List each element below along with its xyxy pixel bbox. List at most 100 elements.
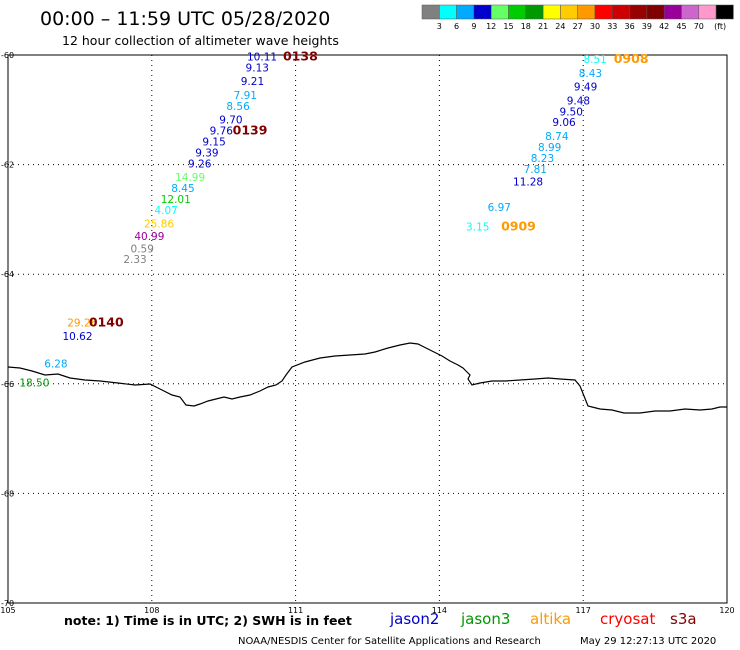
wave-height-label: 3.15 <box>466 221 489 233</box>
legend-swatch <box>490 4 509 20</box>
legend-label: 70 <box>694 22 704 31</box>
wave-height-label: 9.15 <box>202 136 225 148</box>
legend-swatch <box>560 4 578 20</box>
wave-height-label: 7.91 <box>234 90 257 102</box>
wave-height-label: 9.26 <box>188 158 212 170</box>
wave-height-label: 14.99 <box>175 172 205 184</box>
wave-height-label: 8.74 <box>545 131 569 143</box>
wave-height-label: 7.81 <box>524 164 547 176</box>
wave-height-label: 9.21 <box>241 76 264 88</box>
pass-number-label: 0138 <box>283 48 318 63</box>
wave-height-label: 6.28 <box>44 358 67 370</box>
wave-height-label: 9.13 <box>246 62 269 74</box>
lat-tick-label: -60 <box>1 51 14 60</box>
legend-swatch <box>594 4 613 20</box>
legend-label: 42 <box>659 22 669 31</box>
satellite-name: cryosat <box>600 610 655 628</box>
wave-height-label: 9.48 <box>567 95 590 107</box>
color-legend: 3 6 9 12 15 18 21 24 27 30 33 36 39 42 45 70 (ft) <box>421 4 734 31</box>
credit-timestamp: May 29 12:27:13 UTC 2020 <box>580 636 716 647</box>
lon-tick-label: 114 <box>432 606 447 615</box>
wave-height-label: 8.56 <box>226 101 250 113</box>
wave-height-label: 9.70 <box>219 115 242 127</box>
pass-number-label: 0139 <box>233 122 268 137</box>
axis-tick-labels: 105 108 111 114 117 120 -60 -62 -64 -66 -68 -70 <box>0 51 734 615</box>
legend-swatch <box>473 4 492 20</box>
wave-height-label: 8.43 <box>579 68 602 80</box>
map-area: 105 108 111 114 117 120 -60 -62 -64 -66 -68 -70 10.… <box>0 48 734 615</box>
wave-height-label: 29.26 <box>67 317 97 329</box>
footnote: note: 1) Time is in UTC; 2) SWH is in fe… <box>64 613 352 628</box>
wave-height-label: 25.86 <box>144 219 174 231</box>
map-subtitle: 12 hour collection of altimeter wave hei… <box>62 33 339 48</box>
pass-number-label: 0909 <box>501 218 536 233</box>
wave-height-label: 9.06 <box>552 117 576 129</box>
credit-agency: NOAA/NESDIS Center for Satellite Applica… <box>238 636 541 647</box>
legend-label: 39 <box>642 22 652 31</box>
wave-height-label: 2.33 <box>123 254 146 266</box>
wave-height-label: 8.23 <box>531 153 554 165</box>
legend-label: 9 <box>471 22 476 31</box>
lat-tick-label: -62 <box>1 161 14 170</box>
wave-height-label: 40.99 <box>134 231 164 243</box>
legend-swatch <box>508 4 527 20</box>
legend-swatch <box>439 4 457 20</box>
satellite-name: altika <box>530 610 571 628</box>
antarctic-coastline <box>7 342 727 414</box>
lon-tick-label: 117 <box>576 606 591 615</box>
wave-height-label: 0.59 <box>131 243 154 255</box>
wave-height-label: 12.01 <box>161 194 191 206</box>
lon-tick-label: 120 <box>719 606 734 615</box>
wave-height-label: 6.97 <box>488 202 511 214</box>
satellite-name: s3a <box>670 610 697 628</box>
legend-swatch <box>698 4 717 20</box>
legend-swatch <box>715 4 734 20</box>
legend-swatch <box>421 4 440 20</box>
legend-label: 3 <box>437 22 442 31</box>
legend-label: 12 <box>486 22 496 31</box>
legend-swatch <box>577 4 596 20</box>
wave-height-observations: 10.119.13 9.21 7.918.56 9.709.769.159.399.2… <box>19 51 607 389</box>
legend-label: 27 <box>573 22 583 31</box>
legend-label: 30 <box>590 22 600 31</box>
legend-swatch <box>681 4 700 20</box>
wave-height-label: 8.51 <box>583 54 606 66</box>
legend-label: 18 <box>521 22 531 31</box>
pass-number-label: 0140 <box>89 314 124 329</box>
wave-height-label: 18.50 <box>19 378 49 390</box>
map-title: 00:00 – 11:59 UTC 05/28/2020 <box>40 8 330 30</box>
satellite-name: jason2 <box>389 610 439 628</box>
lat-tick-label: -70 <box>1 599 14 608</box>
legend-swatch <box>629 4 648 20</box>
lon-tick-label: 108 <box>144 606 159 615</box>
wave-height-label: 9.50 <box>560 106 583 118</box>
lon-tick-label: 111 <box>288 606 303 615</box>
wave-height-label: 4.07 <box>154 205 177 217</box>
wave-height-label: 9.39 <box>195 147 218 159</box>
legend-swatch <box>542 4 561 20</box>
wave-height-label: 9.76 <box>210 125 234 137</box>
satellite-name: jason3 <box>460 610 510 628</box>
map-frame <box>7 54 728 604</box>
wave-height-label: 9.49 <box>574 82 597 94</box>
legend-label: 24 <box>555 22 565 31</box>
legend-label: 21 <box>538 22 548 31</box>
lon-tick-label: 105 <box>0 606 15 615</box>
wave-height-label: 10.62 <box>62 331 92 343</box>
legend-label: 6 <box>454 22 459 31</box>
legend-swatch <box>663 4 682 20</box>
satellite-legend: jason2 jason3 altika cryosat s3a <box>389 610 697 628</box>
wave-height-label: 11.28 <box>513 176 543 188</box>
legend-unit: (ft) <box>714 22 726 31</box>
lat-tick-label: -66 <box>1 380 14 389</box>
legend-label: 15 <box>503 22 513 31</box>
wave-height-label: 8.99 <box>538 142 561 154</box>
lat-tick-label: -64 <box>1 270 14 279</box>
legend-swatch <box>612 4 630 20</box>
lat-tick-label: -68 <box>1 489 14 498</box>
legend-label: 36 <box>625 22 635 31</box>
pass-labels: 0138 0139 0140 0908 0909 <box>89 48 649 329</box>
legend-swatch <box>456 4 475 20</box>
legend-swatch <box>525 4 544 20</box>
